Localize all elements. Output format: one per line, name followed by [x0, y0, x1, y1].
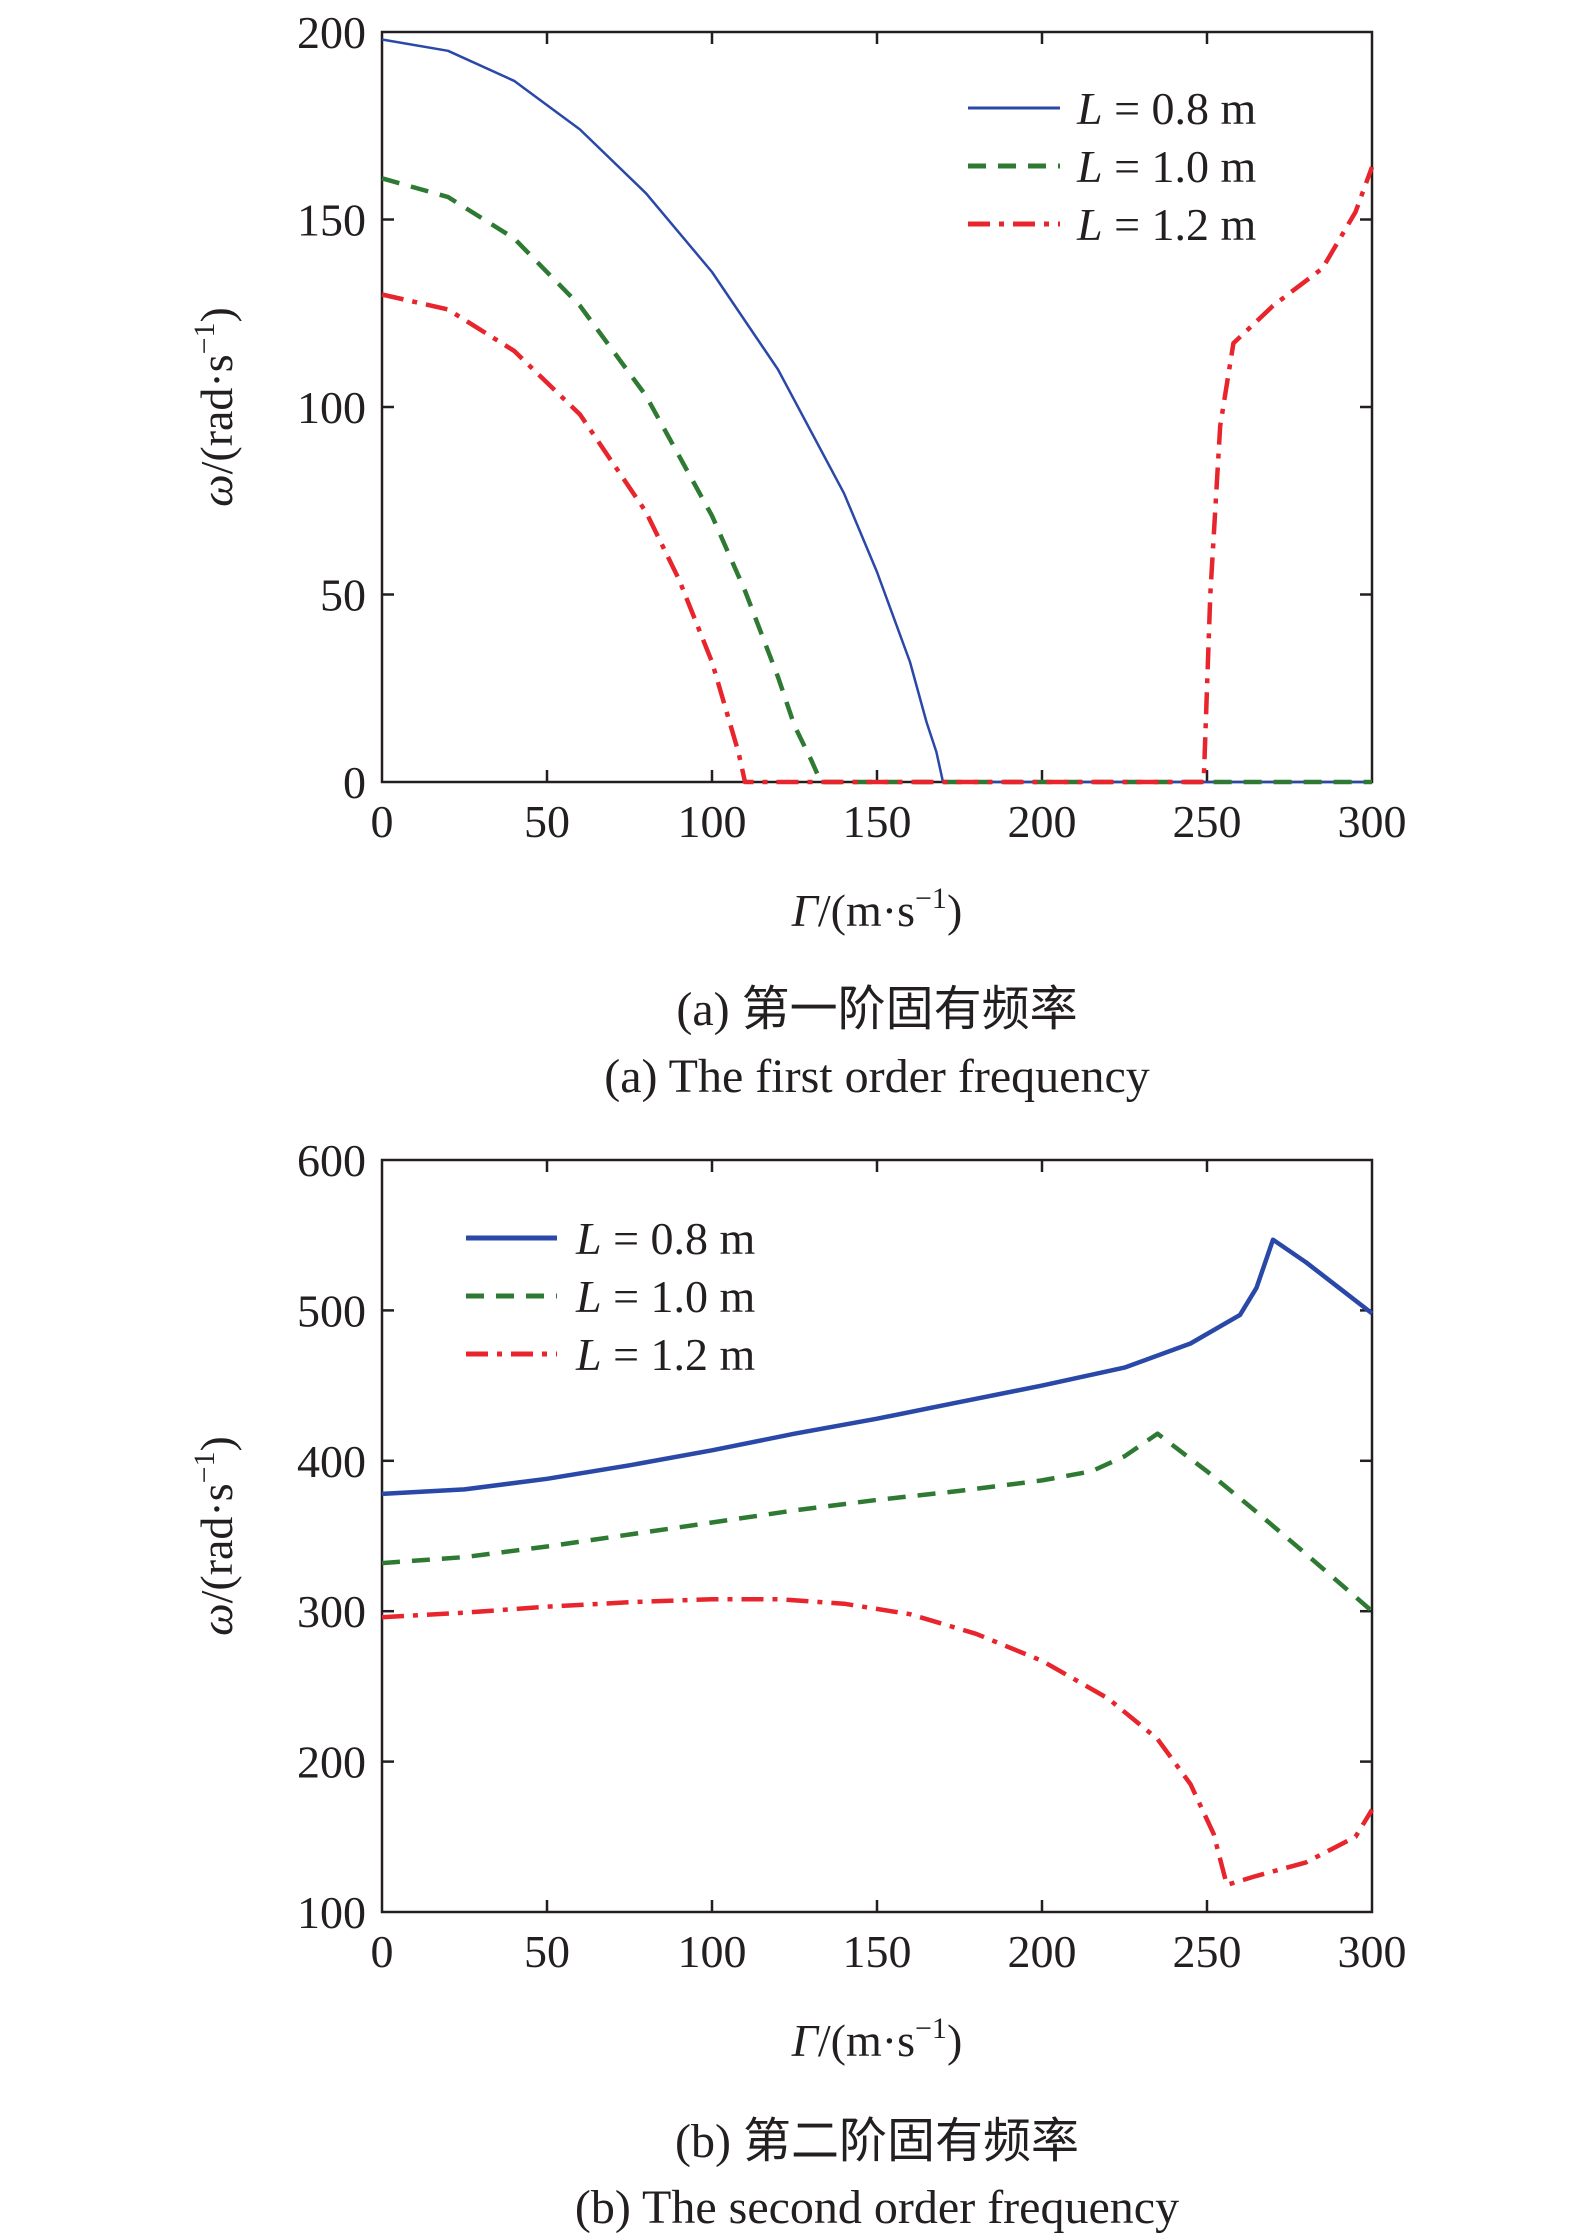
series-line-L08 — [381, 1237, 1374, 1497]
legend-label-L10: L = 1.0 m — [575, 1271, 756, 1322]
legend-label-L12: L = 1.2 m — [1076, 199, 1257, 250]
y-tick-label: 400 — [297, 1436, 366, 1487]
y-axis-label-a: ω/(rad·s−1) — [188, 307, 242, 507]
y-axis-label-b: ω/(rad·s−1) — [188, 1436, 242, 1636]
x-tick-label: 0 — [371, 796, 394, 847]
x-tick-label: 200 — [1008, 796, 1077, 847]
caption-cn-a: (a) 第一阶固有频率 — [676, 983, 1077, 1036]
legend-label-L08: L = 0.8 m — [575, 1213, 756, 1264]
x-tick-label: 50 — [524, 796, 570, 847]
y-tick-label: 150 — [297, 195, 366, 246]
y-tick-label: 300 — [297, 1586, 366, 1637]
x-tick-label: 150 — [843, 1926, 912, 1977]
chart-panel-a: 0 50 100 150 200 250 300 0 50 100 150 200 L = 0.8 m… — [188, 7, 1407, 1103]
legend-label-L12: L = 1.2 m — [575, 1329, 756, 1380]
y-tick-label: 100 — [297, 1887, 366, 1938]
x-tick-label: 250 — [1173, 1926, 1242, 1977]
legend-b: L = 0.8 m L = 1.0 m L = 1.2 m — [466, 1213, 756, 1380]
x-axis-label-a: Γ/(m·s−1) — [791, 882, 963, 936]
y-tick-label: 100 — [297, 382, 366, 433]
x-tick-label: 0 — [371, 1926, 394, 1977]
series-line-L12 — [381, 166, 1375, 785]
y-tick-label: 50 — [320, 570, 366, 621]
x-tick-label: 50 — [524, 1926, 570, 1977]
x-axis-label-b: Γ/(m·s−1) — [791, 2012, 963, 2066]
legend-a: L = 0.8 m L = 1.0 m L = 1.2 m — [968, 83, 1257, 250]
x-tick-label: 300 — [1338, 1926, 1407, 1977]
y-tick-label: 600 — [297, 1135, 366, 1186]
caption-cn-b: (b) 第二阶固有频率 — [675, 2115, 1079, 2168]
x-tick-label: 200 — [1008, 1926, 1077, 1977]
x-tick-label: 300 — [1338, 796, 1407, 847]
series-line-L10 — [381, 176, 1372, 785]
plot-frame-b — [380, 1158, 1374, 1914]
caption-en-a: (a) The first order frequency — [604, 1050, 1150, 1103]
x-tick-label: 100 — [678, 796, 747, 847]
caption-en-b: (b) The second order frequency — [575, 2181, 1179, 2234]
chart-panel-b: 0 50 100 150 200 250 300 100 200 300 400 500 600 L =… — [188, 1135, 1407, 2234]
legend-label-L08: L = 0.8 m — [1076, 83, 1257, 134]
x-tick-label: 250 — [1173, 796, 1242, 847]
y-tick-label: 200 — [297, 7, 366, 58]
legend-label-L10: L = 1.0 m — [1076, 141, 1257, 192]
series-line-L10 — [381, 1431, 1374, 1613]
series-line-L12 — [381, 1596, 1374, 1888]
x-tick-label: 150 — [843, 796, 912, 847]
y-tick-label: 0 — [343, 757, 366, 808]
x-tick-label: 100 — [678, 1926, 747, 1977]
y-tick-label: 500 — [297, 1285, 366, 1336]
y-tick-label: 200 — [297, 1737, 366, 1788]
